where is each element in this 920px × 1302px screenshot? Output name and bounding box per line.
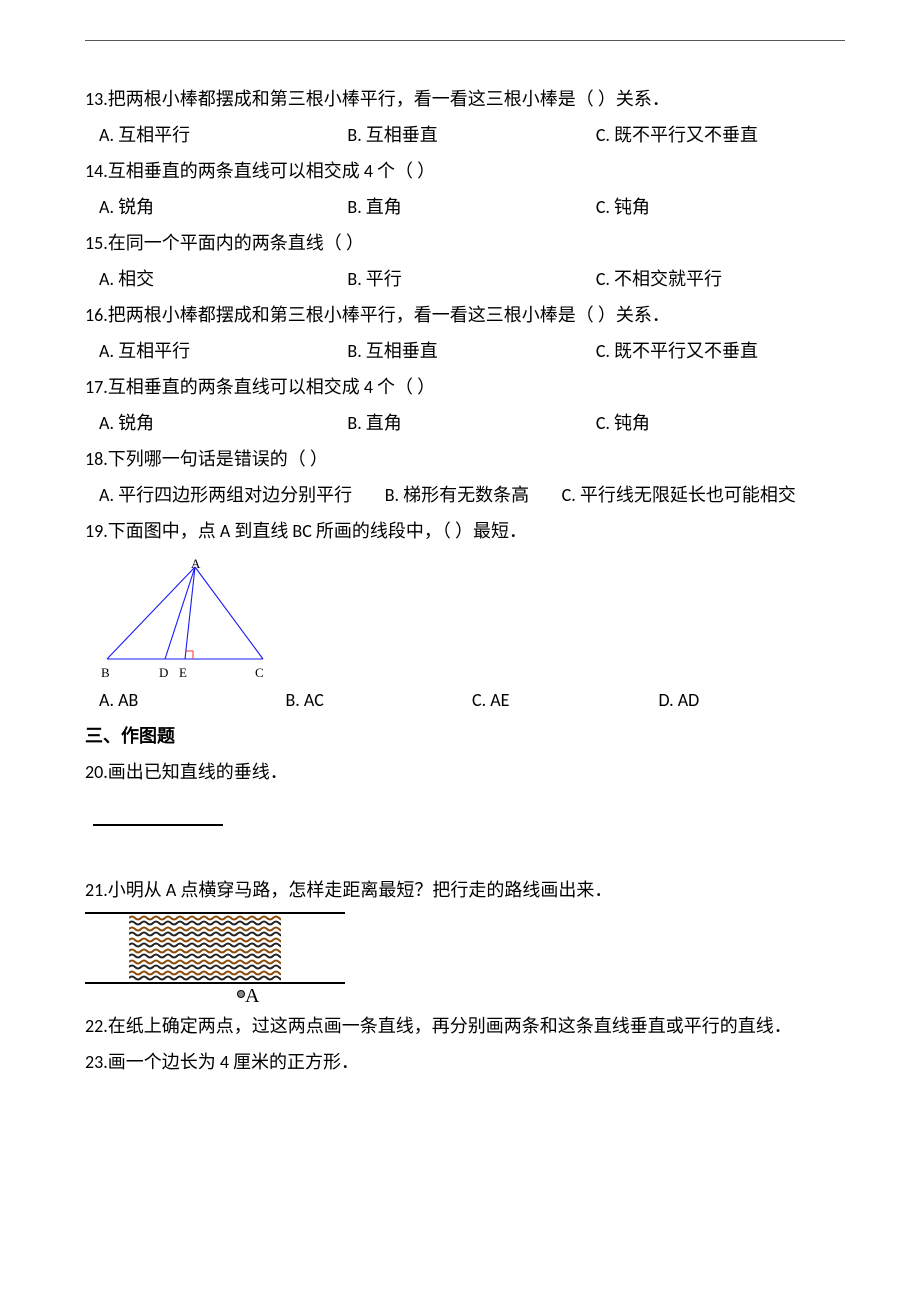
question-22-text: 22.在纸上确定两点，过这两点画一条直线，再分别画两条和这条直线垂直或平行的直线… — [85, 1008, 845, 1044]
point-a-row: A — [85, 984, 345, 1008]
question-22: 22.在纸上确定两点，过这两点画一条直线，再分别画两条和这条直线垂直或平行的直线… — [85, 1008, 845, 1044]
option-18-a: A. 平行四边形两组对边分别平行 — [99, 484, 352, 506]
question-17-options: A. 锐角 B. 直角 C. 钝角 — [85, 405, 845, 441]
question-17: 17.互相垂直的两条直线可以相交成 4 个（ ） A. 锐角 B. 直角 C. … — [85, 369, 845, 441]
option-19-d: D. AD — [659, 682, 846, 718]
question-16: 16.把两根小棒都摆成和第三根小棒平行，看一看这三根小棒是（ ）关系． A. 互… — [85, 297, 845, 369]
option-15-c: C. 不相交就平行 — [596, 261, 844, 297]
question-20-text: 20.画出已知直线的垂线． — [85, 754, 845, 790]
question-18: 18.下列哪一句话是错误的（ ） A. 平行四边形两组对边分别平行 B. 梯形有… — [85, 441, 845, 513]
question-19: 19.下面图中，点 A 到直线 BC 所画的线段中，（ ）最短． A B D E… — [85, 513, 845, 718]
question-14-text: 14.互相垂直的两条直线可以相交成 4 个（ ） — [85, 153, 845, 189]
question-16-options: A. 互相平行 B. 互相垂直 C. 既不平行又不垂直 — [85, 333, 845, 369]
question-18-text: 18.下列哪一句话是错误的（ ） — [85, 441, 845, 477]
question-23-text: 23.画一个边长为 4 厘米的正方形． — [85, 1044, 845, 1080]
label-D: D — [159, 660, 168, 686]
option-19-c: C. AE — [472, 682, 659, 718]
option-17-b: B. 直角 — [347, 405, 595, 441]
question-17-text: 17.互相垂直的两条直线可以相交成 4 个（ ） — [85, 369, 845, 405]
label-E: E — [179, 660, 187, 686]
option-13-b: B. 互相垂直 — [347, 117, 595, 153]
question-20: 20.画出已知直线的垂线． — [85, 754, 845, 826]
option-19-a: A. AB — [99, 682, 286, 718]
label-B: B — [101, 660, 110, 686]
option-15-a: A. 相交 — [99, 261, 347, 297]
option-13-c: C. 既不平行又不垂直 — [596, 117, 844, 153]
option-14-c: C. 钝角 — [596, 189, 844, 225]
option-14-b: B. 直角 — [347, 189, 595, 225]
given-line — [93, 824, 223, 826]
question-21: 21.小明从 A 点横穿马路，怎样走距离最短？把行走的路线画出来． A — [85, 872, 845, 1008]
option-13-a: A. 互相平行 — [99, 117, 347, 153]
section-3-title: 三、作图题 — [85, 718, 845, 754]
question-14: 14.互相垂直的两条直线可以相交成 4 个（ ） A. 锐角 B. 直角 C. … — [85, 153, 845, 225]
option-19-b: B. AC — [286, 682, 473, 718]
triangle-svg — [85, 555, 285, 675]
label-C: C — [255, 660, 264, 686]
question-19-text: 19.下面图中，点 A 到直线 BC 所画的线段中，（ ）最短． — [85, 513, 845, 549]
option-17-a: A. 锐角 — [99, 405, 347, 441]
label-A: A — [191, 551, 200, 577]
question-19-options: A. AB B. AC C. AE D. AD — [85, 682, 845, 718]
question-18-options: A. 平行四边形两组对边分别平行 B. 梯形有无数条高 C. 平行线无限延长也可… — [85, 477, 845, 513]
question-21-text: 21.小明从 A 点横穿马路，怎样走距离最短？把行走的路线画出来． — [85, 872, 845, 908]
question-23: 23.画一个边长为 4 厘米的正方形． — [85, 1044, 845, 1080]
option-17-c: C. 钝角 — [596, 405, 844, 441]
point-a-dot — [237, 990, 245, 998]
option-16-a: A. 互相平行 — [99, 333, 347, 369]
question-15-options: A. 相交 B. 平行 C. 不相交就平行 — [85, 261, 845, 297]
header-rule — [85, 40, 845, 41]
option-14-a: A. 锐角 — [99, 189, 347, 225]
option-18-c: C. 平行线无限延长也可能相交 — [562, 484, 796, 506]
point-a-label: A — [245, 985, 259, 1007]
question-16-text: 16.把两根小棒都摆成和第三根小棒平行，看一看这三根小棒是（ ）关系． — [85, 297, 845, 333]
question-13-options: A. 互相平行 B. 互相垂直 C. 既不平行又不垂直 — [85, 117, 845, 153]
option-16-b: B. 互相垂直 — [347, 333, 595, 369]
question-13-text: 13.把两根小棒都摆成和第三根小棒平行，看一看这三根小棒是（ ）关系． — [85, 81, 845, 117]
road-lanes — [85, 914, 345, 982]
road-figure: A — [85, 912, 345, 1008]
question-14-options: A. 锐角 B. 直角 C. 钝角 — [85, 189, 845, 225]
figure-triangle: A B D E C — [85, 555, 285, 680]
question-13: 13.把两根小棒都摆成和第三根小棒平行，看一看这三根小棒是（ ）关系． A. 互… — [85, 81, 845, 153]
question-15: 15.在同一个平面内的两条直线（ ） A. 相交 B. 平行 C. 不相交就平行 — [85, 225, 845, 297]
option-18-b: B. 梯形有无数条高 — [385, 484, 529, 506]
option-15-b: B. 平行 — [347, 261, 595, 297]
option-16-c: C. 既不平行又不垂直 — [596, 333, 844, 369]
question-15-text: 15.在同一个平面内的两条直线（ ） — [85, 225, 845, 261]
